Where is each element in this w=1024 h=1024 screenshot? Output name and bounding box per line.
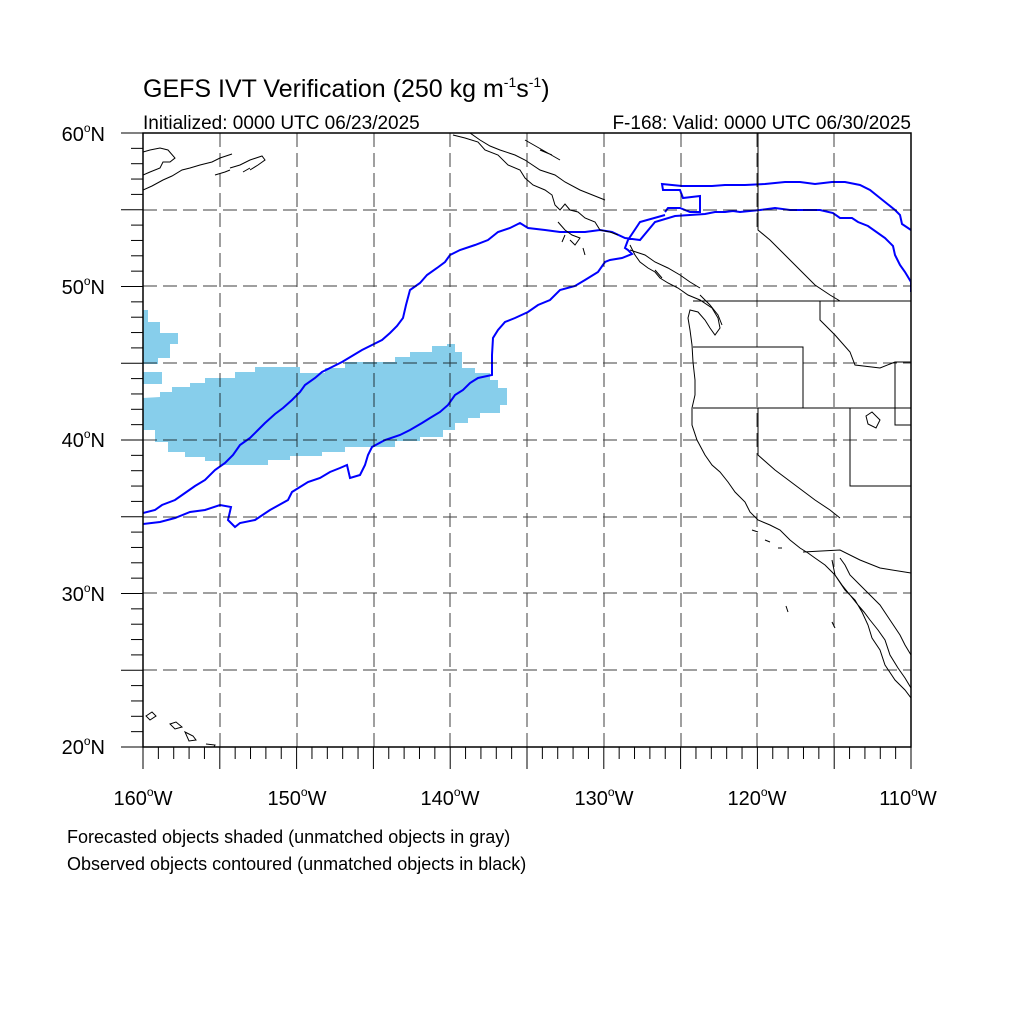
lat-label-30: 30oN bbox=[62, 581, 105, 606]
lat-label-20: 20oN bbox=[62, 734, 105, 759]
us-canada-and-state-borders bbox=[693, 133, 911, 574]
vancouver-island-detail bbox=[629, 249, 723, 326]
lat-label-40: 40oN bbox=[62, 427, 105, 452]
forecast-ivt-objects bbox=[143, 310, 507, 465]
forecast-object-main bbox=[143, 344, 507, 465]
california-channel-islands bbox=[751, 411, 881, 629]
longitude-labels: 160oW 150oW 140oW 130oW 120oW 110oW bbox=[114, 785, 937, 810]
forecast-object-west-lower bbox=[143, 372, 162, 384]
lon-label-150w: 150oW bbox=[268, 785, 327, 810]
map-area bbox=[143, 133, 911, 747]
lat-label-60: 60oN bbox=[62, 121, 105, 146]
forecast-legend-note: Forecasted objects shaded (unmatched obj… bbox=[67, 827, 510, 847]
coastlines-and-borders bbox=[143, 133, 911, 747]
alaska-panhandle-islands bbox=[557, 221, 586, 256]
observed-ivt-objects bbox=[143, 181, 911, 529]
init-time-label: Initialized: 0000 UTC 06/23/2025 bbox=[143, 113, 420, 134]
lon-label-160w: 160oW bbox=[114, 785, 173, 810]
lon-label-130w: 130oW bbox=[575, 785, 634, 810]
lat-lon-gridlines bbox=[143, 133, 911, 747]
forecast-object-west-upper bbox=[143, 310, 178, 364]
observed-legend-note: Observed objects contoured (unmatched ob… bbox=[67, 854, 526, 874]
observed-object-atmospheric-river bbox=[143, 181, 911, 529]
lon-label-140w: 140oW bbox=[421, 785, 480, 810]
alaska-coast bbox=[143, 133, 619, 236]
axis-tick-marks bbox=[121, 132, 912, 769]
hawaii-islands bbox=[145, 711, 216, 747]
figure-title: GEFS IVT Verification (250 kg m-1s-1) bbox=[143, 74, 550, 103]
latitude-labels: 60oN 50oN 40oN 30oN 20oN bbox=[62, 121, 105, 759]
lat-label-50: 50oN bbox=[62, 274, 105, 299]
lon-label-110w: 110oW bbox=[879, 785, 937, 810]
lon-label-120w: 120oW bbox=[728, 785, 787, 810]
north-america-west-coast bbox=[629, 244, 911, 699]
valid-time-label: F-168: Valid: 0000 UTC 06/30/2025 bbox=[612, 113, 911, 134]
